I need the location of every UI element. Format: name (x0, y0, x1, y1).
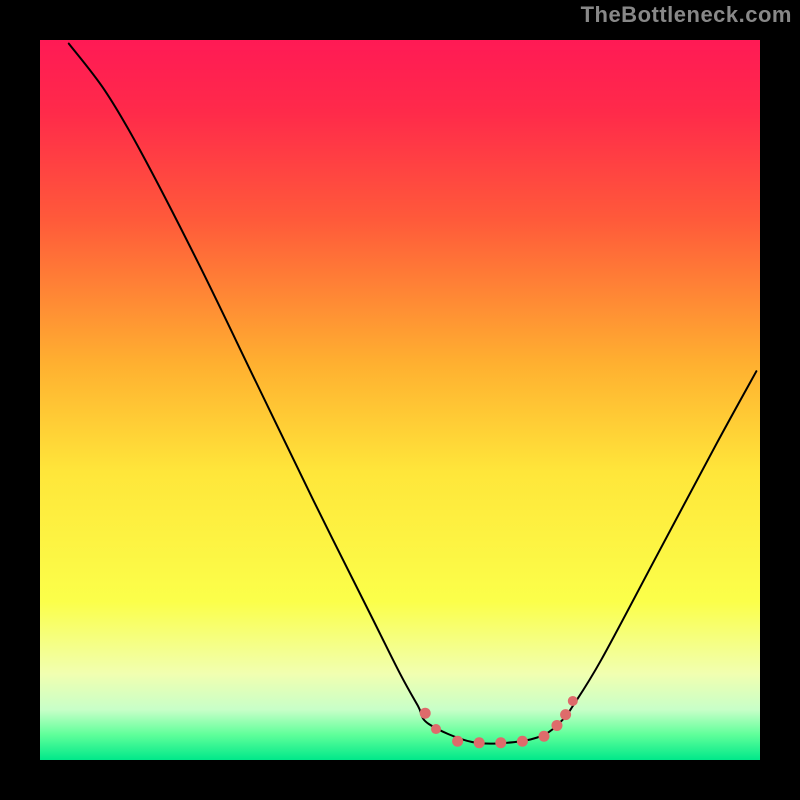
marker-dot (551, 720, 562, 731)
marker-dot (539, 731, 550, 742)
marker-dot (420, 708, 431, 719)
plot-background (40, 40, 760, 760)
marker-dot (431, 724, 441, 734)
chart-root: TheBottleneck.com (0, 0, 800, 800)
marker-dot (517, 736, 528, 747)
attribution-text: TheBottleneck.com (581, 2, 792, 28)
marker-dot (452, 736, 463, 747)
marker-dot (495, 737, 506, 748)
chart-svg (0, 0, 800, 800)
marker-dot (474, 737, 485, 748)
marker-dot (568, 696, 578, 706)
marker-dot (560, 709, 571, 720)
